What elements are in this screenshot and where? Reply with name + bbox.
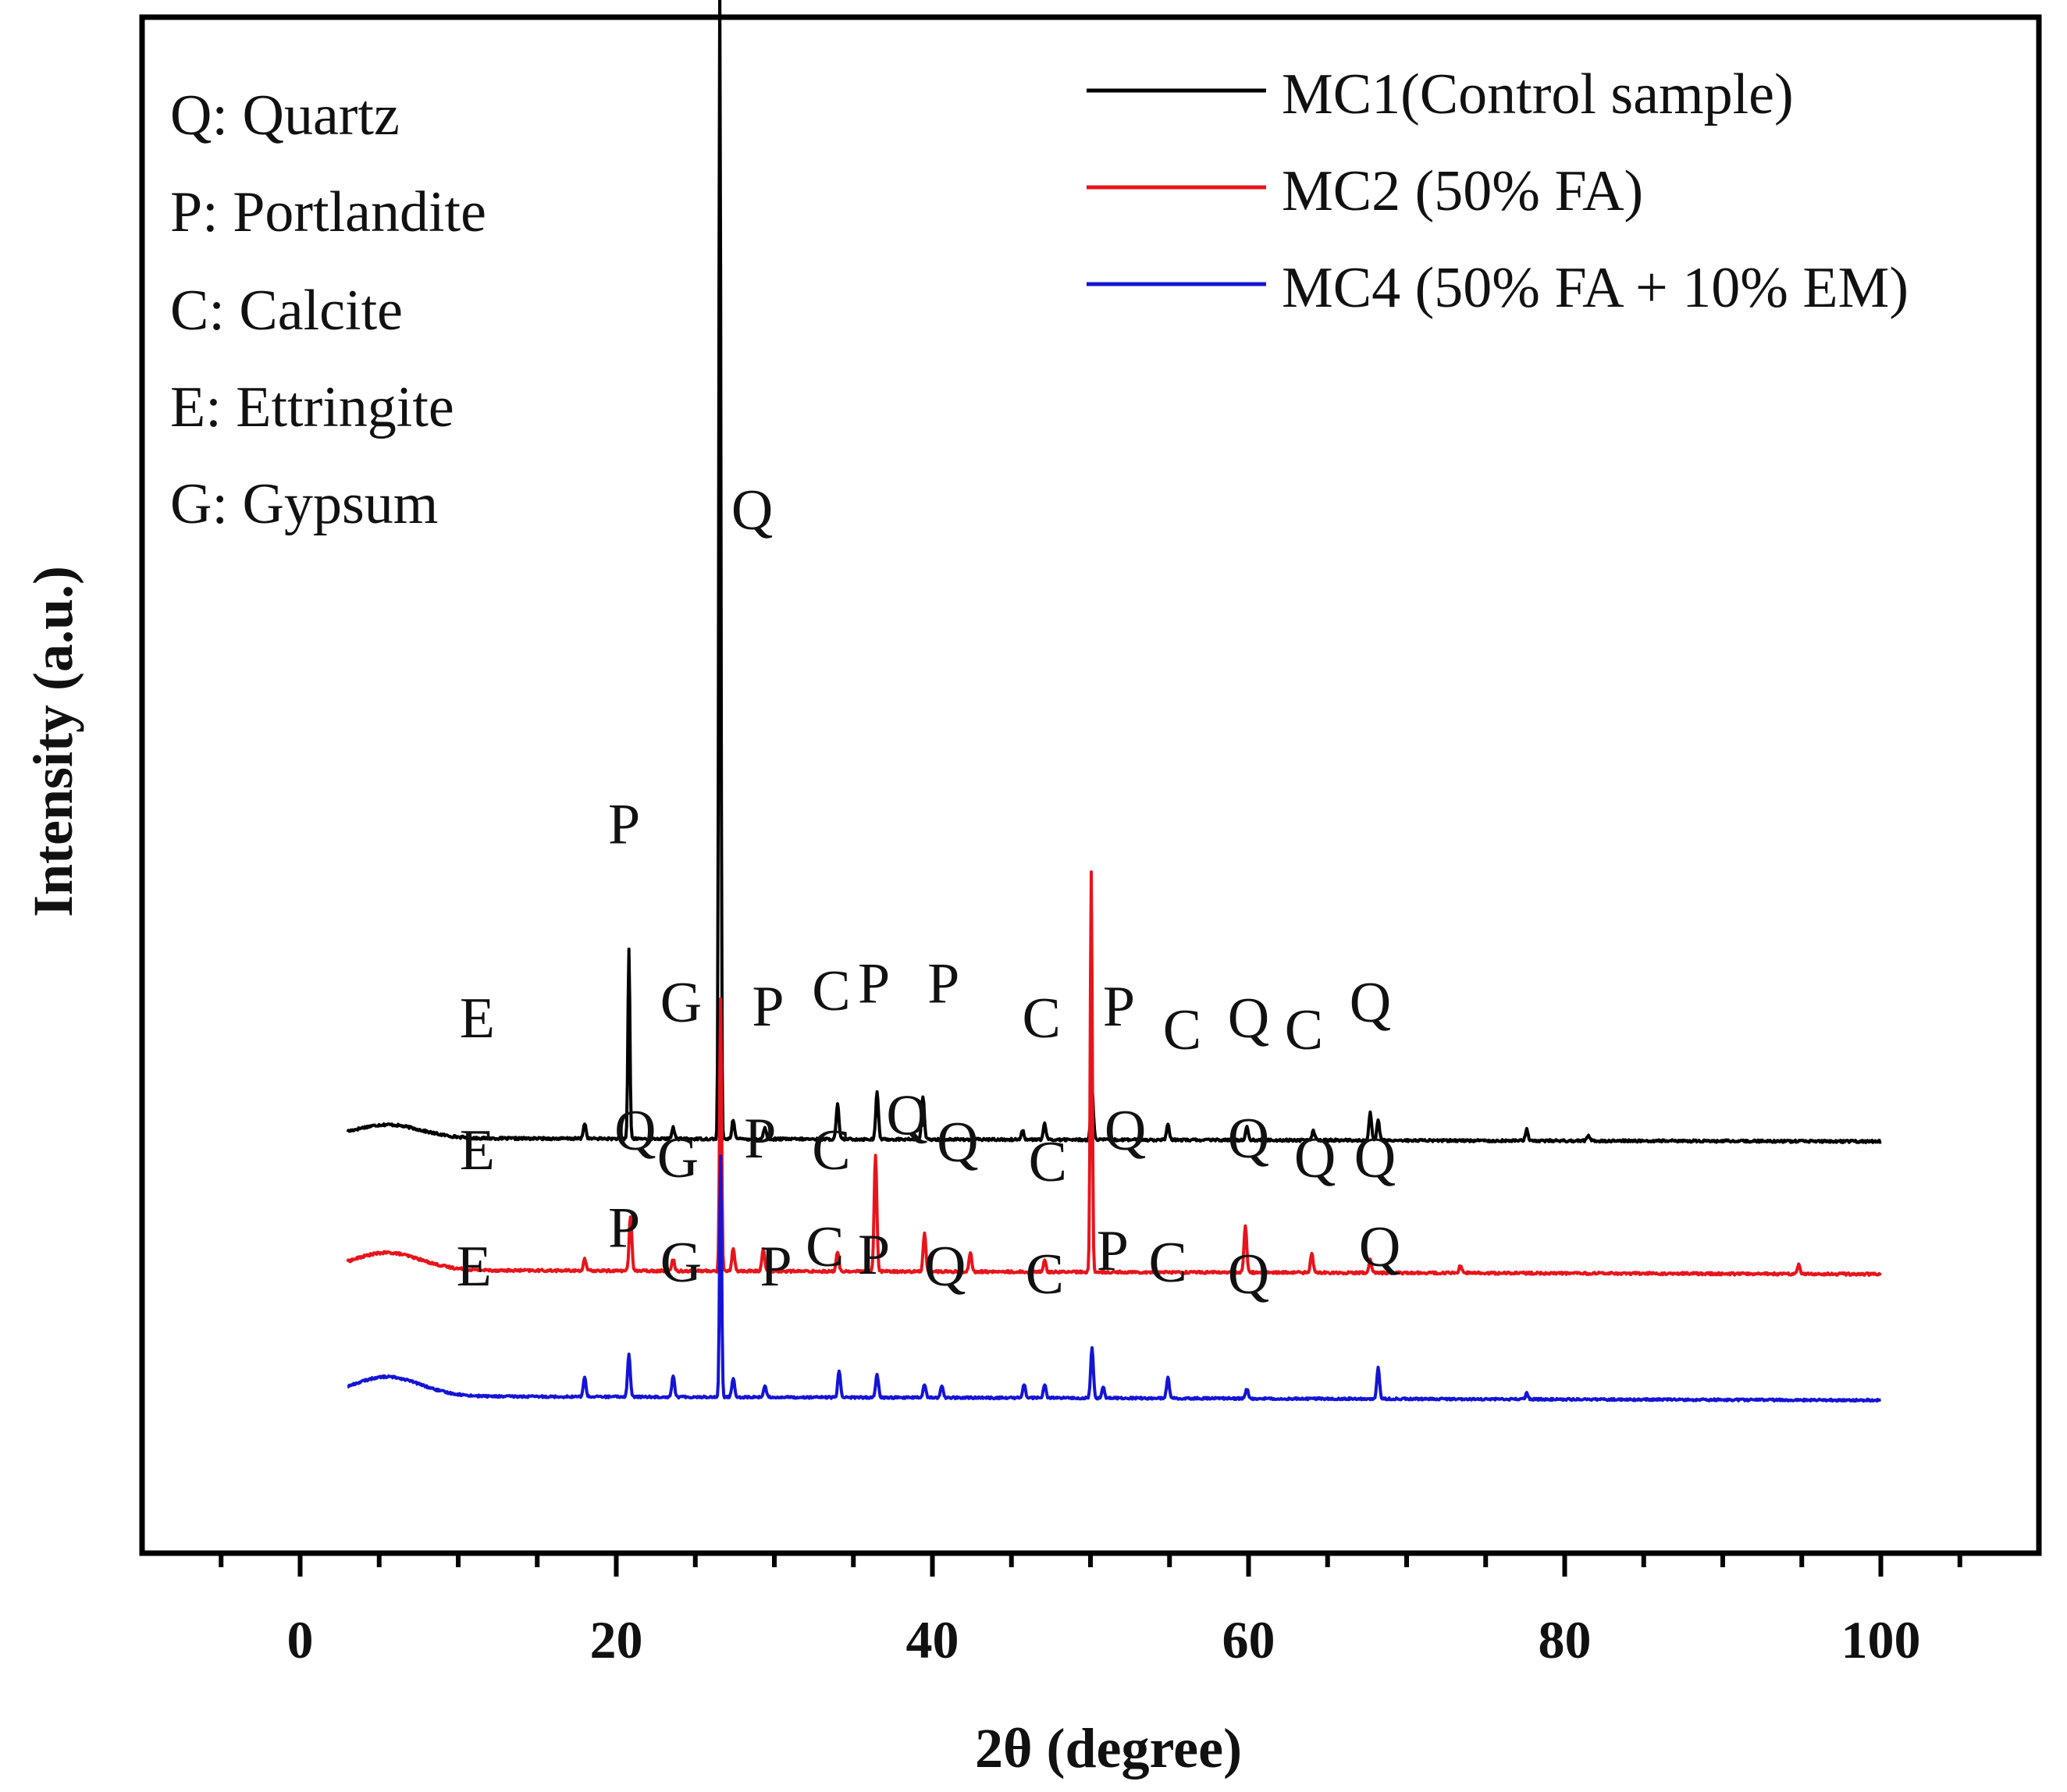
- phase-key-item-gypsum: G: Gypsum: [170, 472, 438, 536]
- peak-label-mc4: P: [760, 1235, 792, 1299]
- peak-label-mc4: P: [1097, 1219, 1129, 1283]
- phase-key-item-calcite: C: Calcite: [170, 279, 403, 343]
- x-axis-title: 2θ (degree): [975, 1717, 1242, 1780]
- legend: MC1(Control sample) MC2 (50% FA) MC4 (50…: [1087, 62, 1909, 320]
- y-axis-title: Intensity (a.u.): [22, 566, 84, 917]
- series-line-mc2: [346, 870, 1882, 1277]
- legend-label-mc2: MC2 (50% FA): [1282, 159, 1643, 223]
- peak-label-mc1: P: [752, 975, 784, 1039]
- peak-label-mc2: Q: [937, 1111, 978, 1175]
- peak-label-mc4: Q: [1359, 1215, 1400, 1279]
- legend-label-mc4: MC4 (50% FA + 10% EM): [1282, 256, 1909, 320]
- x-tick-label: 100: [1841, 1610, 1921, 1669]
- series-line-mc1: [346, 0, 1882, 1144]
- peak-label-mc4: C: [806, 1215, 844, 1279]
- series-layer: [346, 0, 1882, 1403]
- phase-key-item-quartz: Q: Quartz: [170, 84, 400, 148]
- peak-label-mc1: Q: [1228, 987, 1269, 1051]
- phase-key-item-portlandite: P: Portlandite: [170, 180, 486, 244]
- peak-label-mc1: Q: [1350, 971, 1391, 1035]
- peak-label-mc2: P: [744, 1107, 776, 1171]
- phase-key: Q: Quartz P: Portlandite C: Calcite E: E…: [170, 84, 486, 536]
- peak-label-mc4: Q: [1228, 1243, 1269, 1307]
- peak-label-mc1: P: [858, 951, 890, 1015]
- peak-label-mc1: P: [608, 793, 640, 857]
- peak-label-mc1: G: [660, 971, 702, 1035]
- peak-label-mc2: G: [657, 1126, 699, 1190]
- peak-label-mc2: E: [460, 1118, 495, 1182]
- peak-label-mc1: C: [812, 959, 850, 1023]
- peak-label-mc1: E: [460, 987, 495, 1051]
- peak-label-mc4: C: [1149, 1231, 1187, 1295]
- series-line-mc4: [347, 1154, 1882, 1403]
- peak-label-mc4: G: [660, 1231, 702, 1295]
- peak-label-mc2: Q: [886, 1083, 927, 1147]
- peak-label-mc2: C: [812, 1118, 850, 1182]
- peak-label-mc2: Q: [1228, 1107, 1269, 1171]
- legend-label-mc1: MC1(Control sample): [1282, 62, 1794, 126]
- x-tick-label: 60: [1222, 1610, 1275, 1669]
- peak-label-mc1: C: [1023, 987, 1061, 1051]
- peak-label-mc4: E: [457, 1235, 492, 1299]
- peak-label-mc4: P: [608, 1196, 640, 1260]
- x-tick-label: 40: [906, 1610, 959, 1669]
- peak-label-mc4: Q: [924, 1235, 966, 1299]
- x-tick-label: 80: [1539, 1610, 1592, 1669]
- peak-label-mc1: P: [927, 951, 959, 1015]
- peak-label-mc1: P: [1103, 975, 1135, 1039]
- x-tick-label: 20: [590, 1610, 643, 1669]
- peak-label-mc2: Q: [1294, 1126, 1336, 1190]
- plot-frame: [139, 14, 2042, 1556]
- peak-label-mc4: C: [1026, 1243, 1064, 1307]
- peak-label-mc2: Q: [1354, 1126, 1396, 1190]
- peak-label-mc2: Q: [614, 1099, 656, 1163]
- peak-label-mc4: P: [858, 1223, 890, 1287]
- x-axis: 0 20 40 60 80 100: [219, 1553, 1962, 1669]
- x-tick-label: 0: [287, 1610, 314, 1669]
- phase-key-item-ettringite: E: Ettringite: [170, 375, 454, 439]
- peak-label-mc1: C: [1285, 998, 1323, 1062]
- peak-label-mc2: Q: [1105, 1099, 1146, 1163]
- peak-label-mc1: C: [1163, 998, 1201, 1062]
- peak-label-mc2: C: [1029, 1130, 1067, 1194]
- peak-label-mc1: Q: [731, 478, 773, 542]
